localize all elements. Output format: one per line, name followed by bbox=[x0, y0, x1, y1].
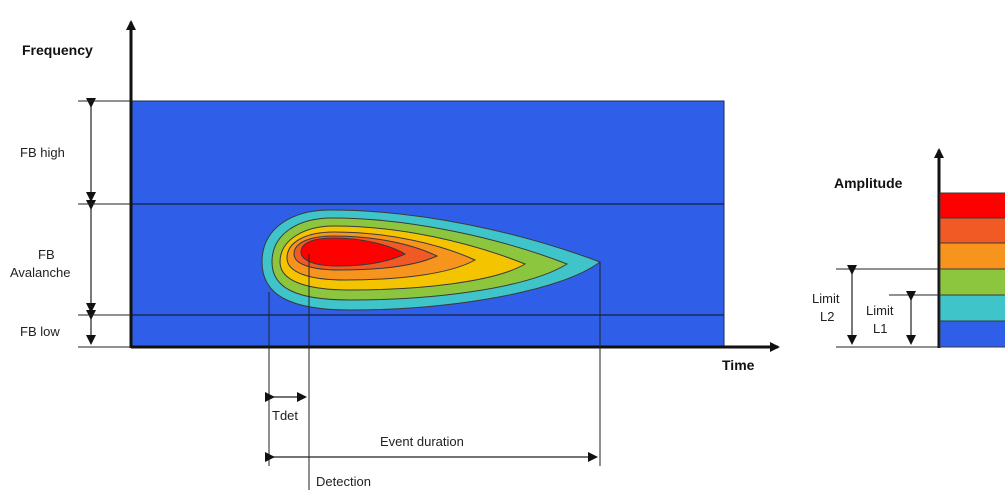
detection-label: Detection bbox=[316, 474, 371, 489]
limit-l1-label-line1: Limit bbox=[866, 303, 894, 318]
fb-high-label: FB high bbox=[20, 145, 65, 160]
frequency-axis-label: Frequency bbox=[22, 42, 93, 58]
limit-l2-label-line2: L2 bbox=[820, 309, 834, 324]
amplitude-level-orange-red bbox=[939, 217, 1005, 244]
event-contour bbox=[261, 209, 602, 311]
amplitude-level-blue bbox=[939, 320, 1005, 348]
amplitude-level-cyan bbox=[939, 294, 1005, 322]
amplitude-color-scale bbox=[939, 192, 1005, 348]
tdet-label: Tdet bbox=[272, 408, 298, 423]
fb-avalanche-label-line2: Avalanche bbox=[10, 265, 70, 280]
amplitude-level-orange bbox=[939, 242, 1005, 270]
fb-avalanche-label-line1: FB bbox=[38, 247, 55, 262]
limit-l1-label-line2: L1 bbox=[873, 321, 887, 336]
amplitude-axis-label: Amplitude bbox=[834, 175, 903, 191]
amplitude-level-red bbox=[939, 192, 1005, 219]
event-duration-label: Event duration bbox=[380, 434, 464, 449]
contour-level-red bbox=[300, 237, 407, 267]
time-axis-label: Time bbox=[722, 357, 755, 373]
limit-l2-label-line1: Limit bbox=[812, 291, 840, 306]
amplitude-level-green bbox=[939, 268, 1005, 296]
fb-low-label: FB low bbox=[20, 324, 60, 339]
